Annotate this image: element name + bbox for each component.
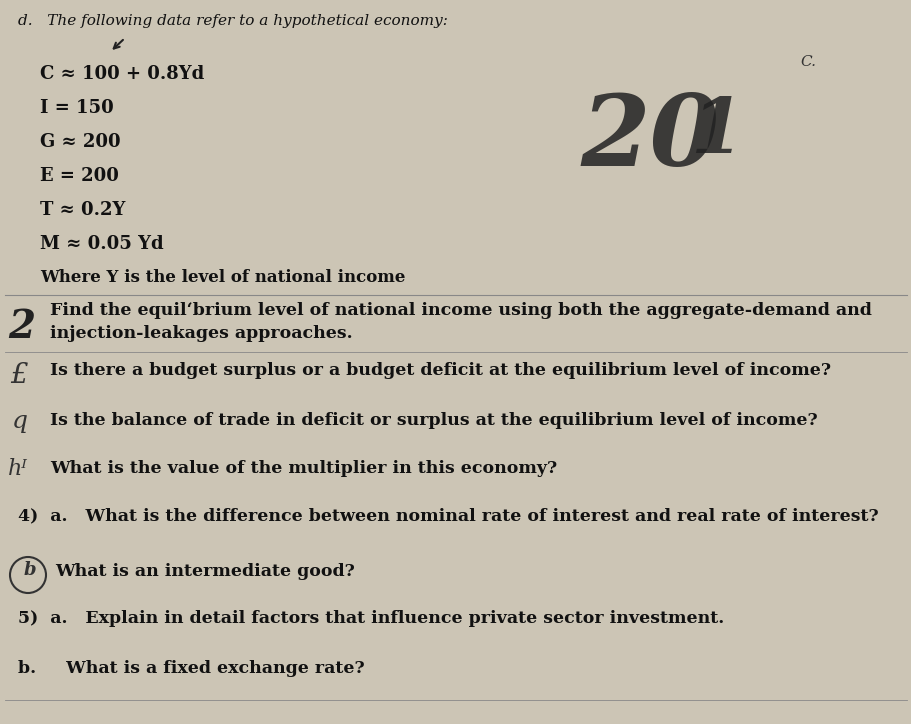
Text: What is the value of the multiplier in this economy?: What is the value of the multiplier in t… [50,460,557,477]
Text: T ≈ 0.2Y: T ≈ 0.2Y [40,201,125,219]
Text: C.: C. [799,55,815,69]
Text: 2: 2 [8,308,35,346]
Text: injection-leakages approaches.: injection-leakages approaches. [50,325,353,342]
Text: £: £ [10,362,27,389]
Text: 20: 20 [579,90,719,187]
Text: q: q [12,410,28,433]
Text: Is the balance of trade in deficit or surplus at the equilibrium level of income: Is the balance of trade in deficit or su… [50,412,817,429]
Text: hᴵ: hᴵ [8,458,28,480]
Text: I = 150: I = 150 [40,99,114,117]
Text: Is there a budget surplus or a budget deficit at the equilibrium level of income: Is there a budget surplus or a budget de… [50,362,830,379]
Text: C ≈ 100 + 0.8Yd: C ≈ 100 + 0.8Yd [40,65,204,83]
Text: b: b [24,561,36,579]
Text: b.     What is a fixed exchange rate?: b. What is a fixed exchange rate? [18,660,364,677]
Text: 1: 1 [690,95,742,169]
Text: 5)  a.   Explain in detail factors that influence private sector investment.: 5) a. Explain in detail factors that inf… [18,610,723,627]
Text: G ≈ 200: G ≈ 200 [40,133,120,151]
Text: What is an intermediate good?: What is an intermediate good? [55,563,354,580]
Text: 4)  a.   What is the difference between nominal rate of interest and real rate o: 4) a. What is the difference between nom… [18,507,877,524]
Text: M ≈ 0.05 Yd: M ≈ 0.05 Yd [40,235,163,253]
Text: Where Y is the level of national income: Where Y is the level of national income [40,269,404,286]
Text: Find the equilʻbrium level of national income using both the aggregate-demand an: Find the equilʻbrium level of national i… [50,302,871,319]
Text: d.   The following data refer to a hypothetical economy:: d. The following data refer to a hypothe… [18,14,447,28]
Text: E = 200: E = 200 [40,167,118,185]
